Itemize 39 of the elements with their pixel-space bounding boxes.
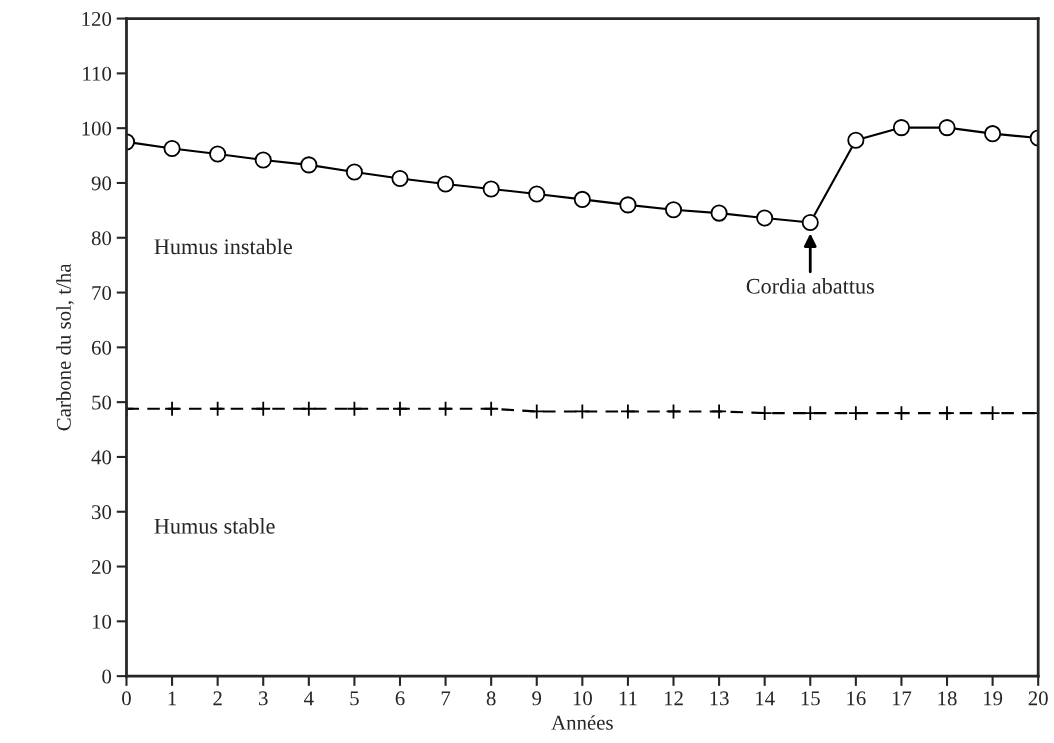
y-tick-label: 120 (82, 11, 112, 27)
annotation: Humus instable (154, 238, 292, 255)
x-tick-label: 16 (847, 691, 866, 706)
y-tick-label: 60 (91, 340, 112, 355)
x-tick-label: 17 (892, 691, 912, 706)
y-axis-title: Carbone du sol, t/ha (56, 263, 74, 431)
x-tick-label: 1 (168, 691, 177, 706)
x-tick-label: 3 (259, 691, 268, 706)
x-tick-label: 10 (573, 691, 592, 706)
y-tick-label: 70 (92, 285, 112, 300)
y-tick-label: 20 (91, 559, 112, 574)
y-tick-label: 0 (102, 669, 112, 684)
x-tick-label: 4 (304, 691, 314, 706)
x-tick-label: 9 (532, 691, 542, 706)
x-tick-label: 5 (350, 691, 359, 706)
x-tick-label: 20 (1028, 691, 1048, 706)
x-axis-title: Années (551, 715, 613, 730)
annotation: Cordia abattus (746, 278, 874, 294)
x-tick-label: 11 (619, 691, 637, 706)
x-tick-label: 7 (441, 691, 451, 706)
x-tick-label: 18 (938, 691, 957, 706)
annotation: Humus stable (154, 518, 275, 534)
x-tick-label: 13 (710, 691, 729, 706)
y-tick-label: 90 (91, 176, 112, 191)
y-tick-label: 80 (91, 231, 112, 246)
x-tick-label: 6 (395, 691, 405, 706)
x-tick-label: 2 (213, 691, 222, 706)
y-tick-label: 100 (82, 121, 112, 136)
y-tick-label: 30 (92, 505, 112, 520)
x-tick-label: 15 (801, 691, 820, 706)
y-tick-label: 10 (92, 614, 112, 629)
y-tick-label: 40 (91, 450, 112, 465)
x-tick-label: 12 (664, 691, 683, 706)
x-tick-label: 14 (756, 691, 775, 706)
y-tick-label: 50 (92, 395, 112, 410)
x-tick-label: 8 (486, 691, 496, 706)
y-tick-label: 110 (83, 66, 112, 81)
x-tick-label: 0 (122, 691, 131, 706)
x-tick-label: 19 (984, 691, 1003, 706)
